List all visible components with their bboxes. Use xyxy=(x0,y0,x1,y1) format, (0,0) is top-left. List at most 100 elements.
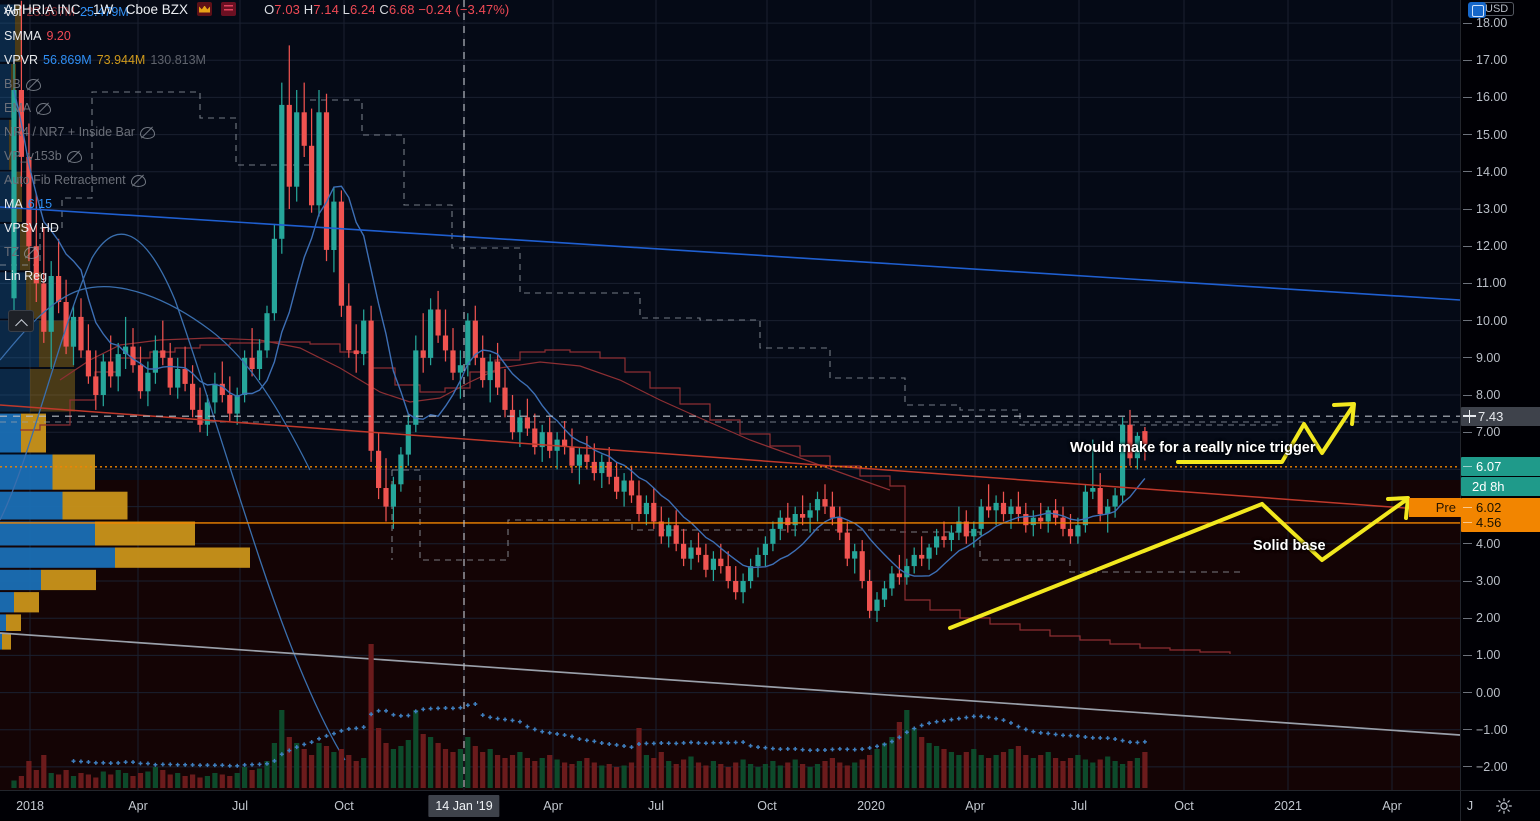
red-downtrend-line xyxy=(0,404,1461,513)
candle-body xyxy=(48,276,54,332)
collapse-pane-button[interactable] xyxy=(8,310,34,332)
hide-indicator-icon[interactable] xyxy=(139,126,155,139)
axis-divider xyxy=(1460,791,1461,821)
legend-item-nr4-nr7-inside-bar[interactable]: NR4 / NR7 + Inside Bar xyxy=(4,120,206,144)
candle-body xyxy=(547,432,553,451)
legend-item-label: NR4 / NR7 + Inside Bar xyxy=(4,125,135,139)
volume-bar xyxy=(78,773,84,788)
chart-plot-area[interactable] xyxy=(0,0,1471,790)
legend-item-smma[interactable]: SMMA 9.20 xyxy=(4,24,206,48)
price-tick-dash xyxy=(1463,22,1472,24)
hide-indicator-icon[interactable] xyxy=(130,174,146,187)
volume-bar xyxy=(688,756,694,788)
volume-bar xyxy=(859,759,865,788)
legend-item-vpvr[interactable]: VPVR 56.869M 73.944M 130.813M xyxy=(4,48,206,72)
price-tick: 13.00 xyxy=(1461,202,1540,216)
candle-body xyxy=(361,320,367,355)
legend-item-vol[interactable]: Vol 23.367M 25.479M xyxy=(4,0,206,24)
volume-bar xyxy=(829,758,835,788)
volume-bar xyxy=(1030,758,1036,788)
time-axis[interactable]: 2018 Apr Jul Oct 14 Jan '19 Apr Jul Oct 2020 Apr J… xyxy=(0,790,1540,821)
equalizer-icon[interactable] xyxy=(221,2,237,16)
candle-body xyxy=(524,417,530,429)
legend-item-ema[interactable]: EMA xyxy=(4,96,206,120)
price-axis[interactable]: USD 18.00 17.00 16.00 15.00 14.00 13.00 12.00 1… xyxy=(1409,0,1540,790)
candle-body xyxy=(591,461,597,474)
price-tick-dash xyxy=(1463,580,1472,582)
price-tick: −1.00 xyxy=(1461,723,1540,737)
settings-sun-icon[interactable] xyxy=(1496,798,1512,814)
candle-body xyxy=(1112,495,1118,507)
legend-item-auto-fib-retracement[interactable]: Auto Fib Retracement xyxy=(4,168,206,192)
volume-bar xyxy=(398,746,404,788)
candle-body xyxy=(725,566,731,581)
hide-indicator-icon[interactable] xyxy=(24,246,40,259)
volume-bar xyxy=(614,767,620,788)
level-price-tag[interactable]: 4.56 xyxy=(1461,513,1540,533)
low-value: 6.24 xyxy=(349,1,376,17)
volume-bar xyxy=(264,761,270,788)
candle-body xyxy=(420,350,426,358)
template-icon[interactable] xyxy=(1468,2,1486,18)
vp-ask-bar xyxy=(15,171,22,222)
candle-body xyxy=(963,521,969,537)
exchange-label[interactable]: Cboe BZX xyxy=(125,1,189,17)
legend-item-vpsv-hd[interactable]: VPSV HD xyxy=(4,216,206,240)
volume-bar xyxy=(993,755,999,788)
solid-base-annotation[interactable]: Solid base xyxy=(1253,538,1326,554)
price-tick-dash xyxy=(1463,617,1472,619)
candle-body xyxy=(197,409,203,425)
legend-item-lin-reg[interactable]: Lin Reg xyxy=(4,264,206,288)
candle-body xyxy=(405,424,411,455)
candle-body xyxy=(264,313,270,351)
candle-body xyxy=(703,554,709,570)
price-tick-dash xyxy=(1463,171,1472,173)
volume-bar xyxy=(428,737,434,788)
candle-body xyxy=(971,528,977,537)
hide-indicator-icon[interactable] xyxy=(66,150,82,163)
symbol-title[interactable]: APHRIA INC xyxy=(4,1,81,17)
time-tick: 2021 xyxy=(1274,799,1302,813)
candle-body xyxy=(844,532,850,559)
candle-body xyxy=(874,599,880,611)
price-tick-label: 7.00 xyxy=(1476,425,1501,440)
volume-bar xyxy=(56,774,62,788)
candle-body xyxy=(130,346,136,366)
volume-bar xyxy=(26,761,32,788)
high-value: 7.14 xyxy=(313,1,339,17)
candle-body xyxy=(1000,502,1007,515)
hide-indicator-icon[interactable] xyxy=(25,78,41,91)
candle-body xyxy=(904,566,910,578)
vp-bid-bar xyxy=(0,369,30,412)
legend-item-tz[interactable]: TZ xyxy=(4,240,206,264)
volume-bar xyxy=(896,722,902,788)
candle-body xyxy=(383,488,389,507)
crosshair-price-tag[interactable]: 7.43 xyxy=(1461,406,1540,426)
volume-bar xyxy=(219,774,225,788)
timeframe-label[interactable]: 1W xyxy=(93,1,114,17)
candle-body xyxy=(294,112,300,187)
volume-bar xyxy=(948,752,954,788)
volume-bar xyxy=(346,755,352,788)
hide-indicator-icon[interactable] xyxy=(36,102,52,115)
trigger-annotation[interactable]: Would make for a really nice trigger xyxy=(1070,440,1316,456)
candle-body xyxy=(286,104,292,187)
vp-bid-bar xyxy=(0,4,15,62)
candle-body xyxy=(108,361,114,377)
countdown-tag[interactable]: 2d 8h xyxy=(1461,476,1540,496)
vp-bid-bar xyxy=(0,119,9,170)
volume-bar xyxy=(911,728,917,788)
legend-item-ma[interactable]: MA 6.15 xyxy=(4,192,206,216)
candle-body xyxy=(78,316,84,351)
candle-body xyxy=(316,112,322,206)
last-price-tag[interactable]: 6.07 xyxy=(1461,457,1540,477)
candle-body xyxy=(986,506,992,511)
volume-bar xyxy=(978,755,984,788)
legend-item-vp-v153b[interactable]: VP_v153b xyxy=(4,144,206,168)
plot-background-upper xyxy=(0,0,1460,480)
premarket-price-tag[interactable]: Pre 6.02 xyxy=(1409,498,1540,518)
legend-item-bb[interactable]: BB xyxy=(4,72,206,96)
candle-body xyxy=(1075,525,1081,537)
candle-body xyxy=(398,454,404,485)
candlesticks xyxy=(11,0,1148,622)
